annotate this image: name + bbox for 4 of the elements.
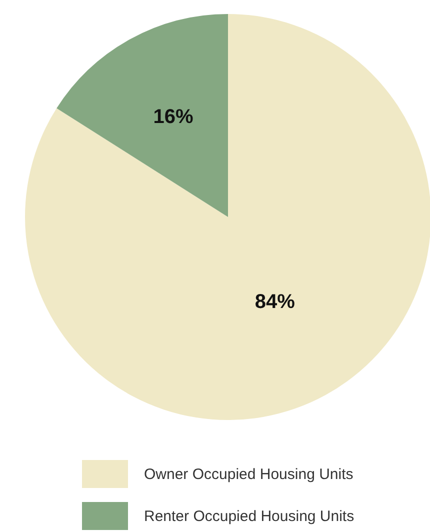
legend-label: Renter Occupied Housing Units bbox=[144, 508, 354, 524]
data-label: 84% bbox=[254, 290, 296, 313]
legend-label: Owner Occupied Housing Units bbox=[144, 466, 354, 482]
data-label: 16% bbox=[153, 106, 194, 128]
